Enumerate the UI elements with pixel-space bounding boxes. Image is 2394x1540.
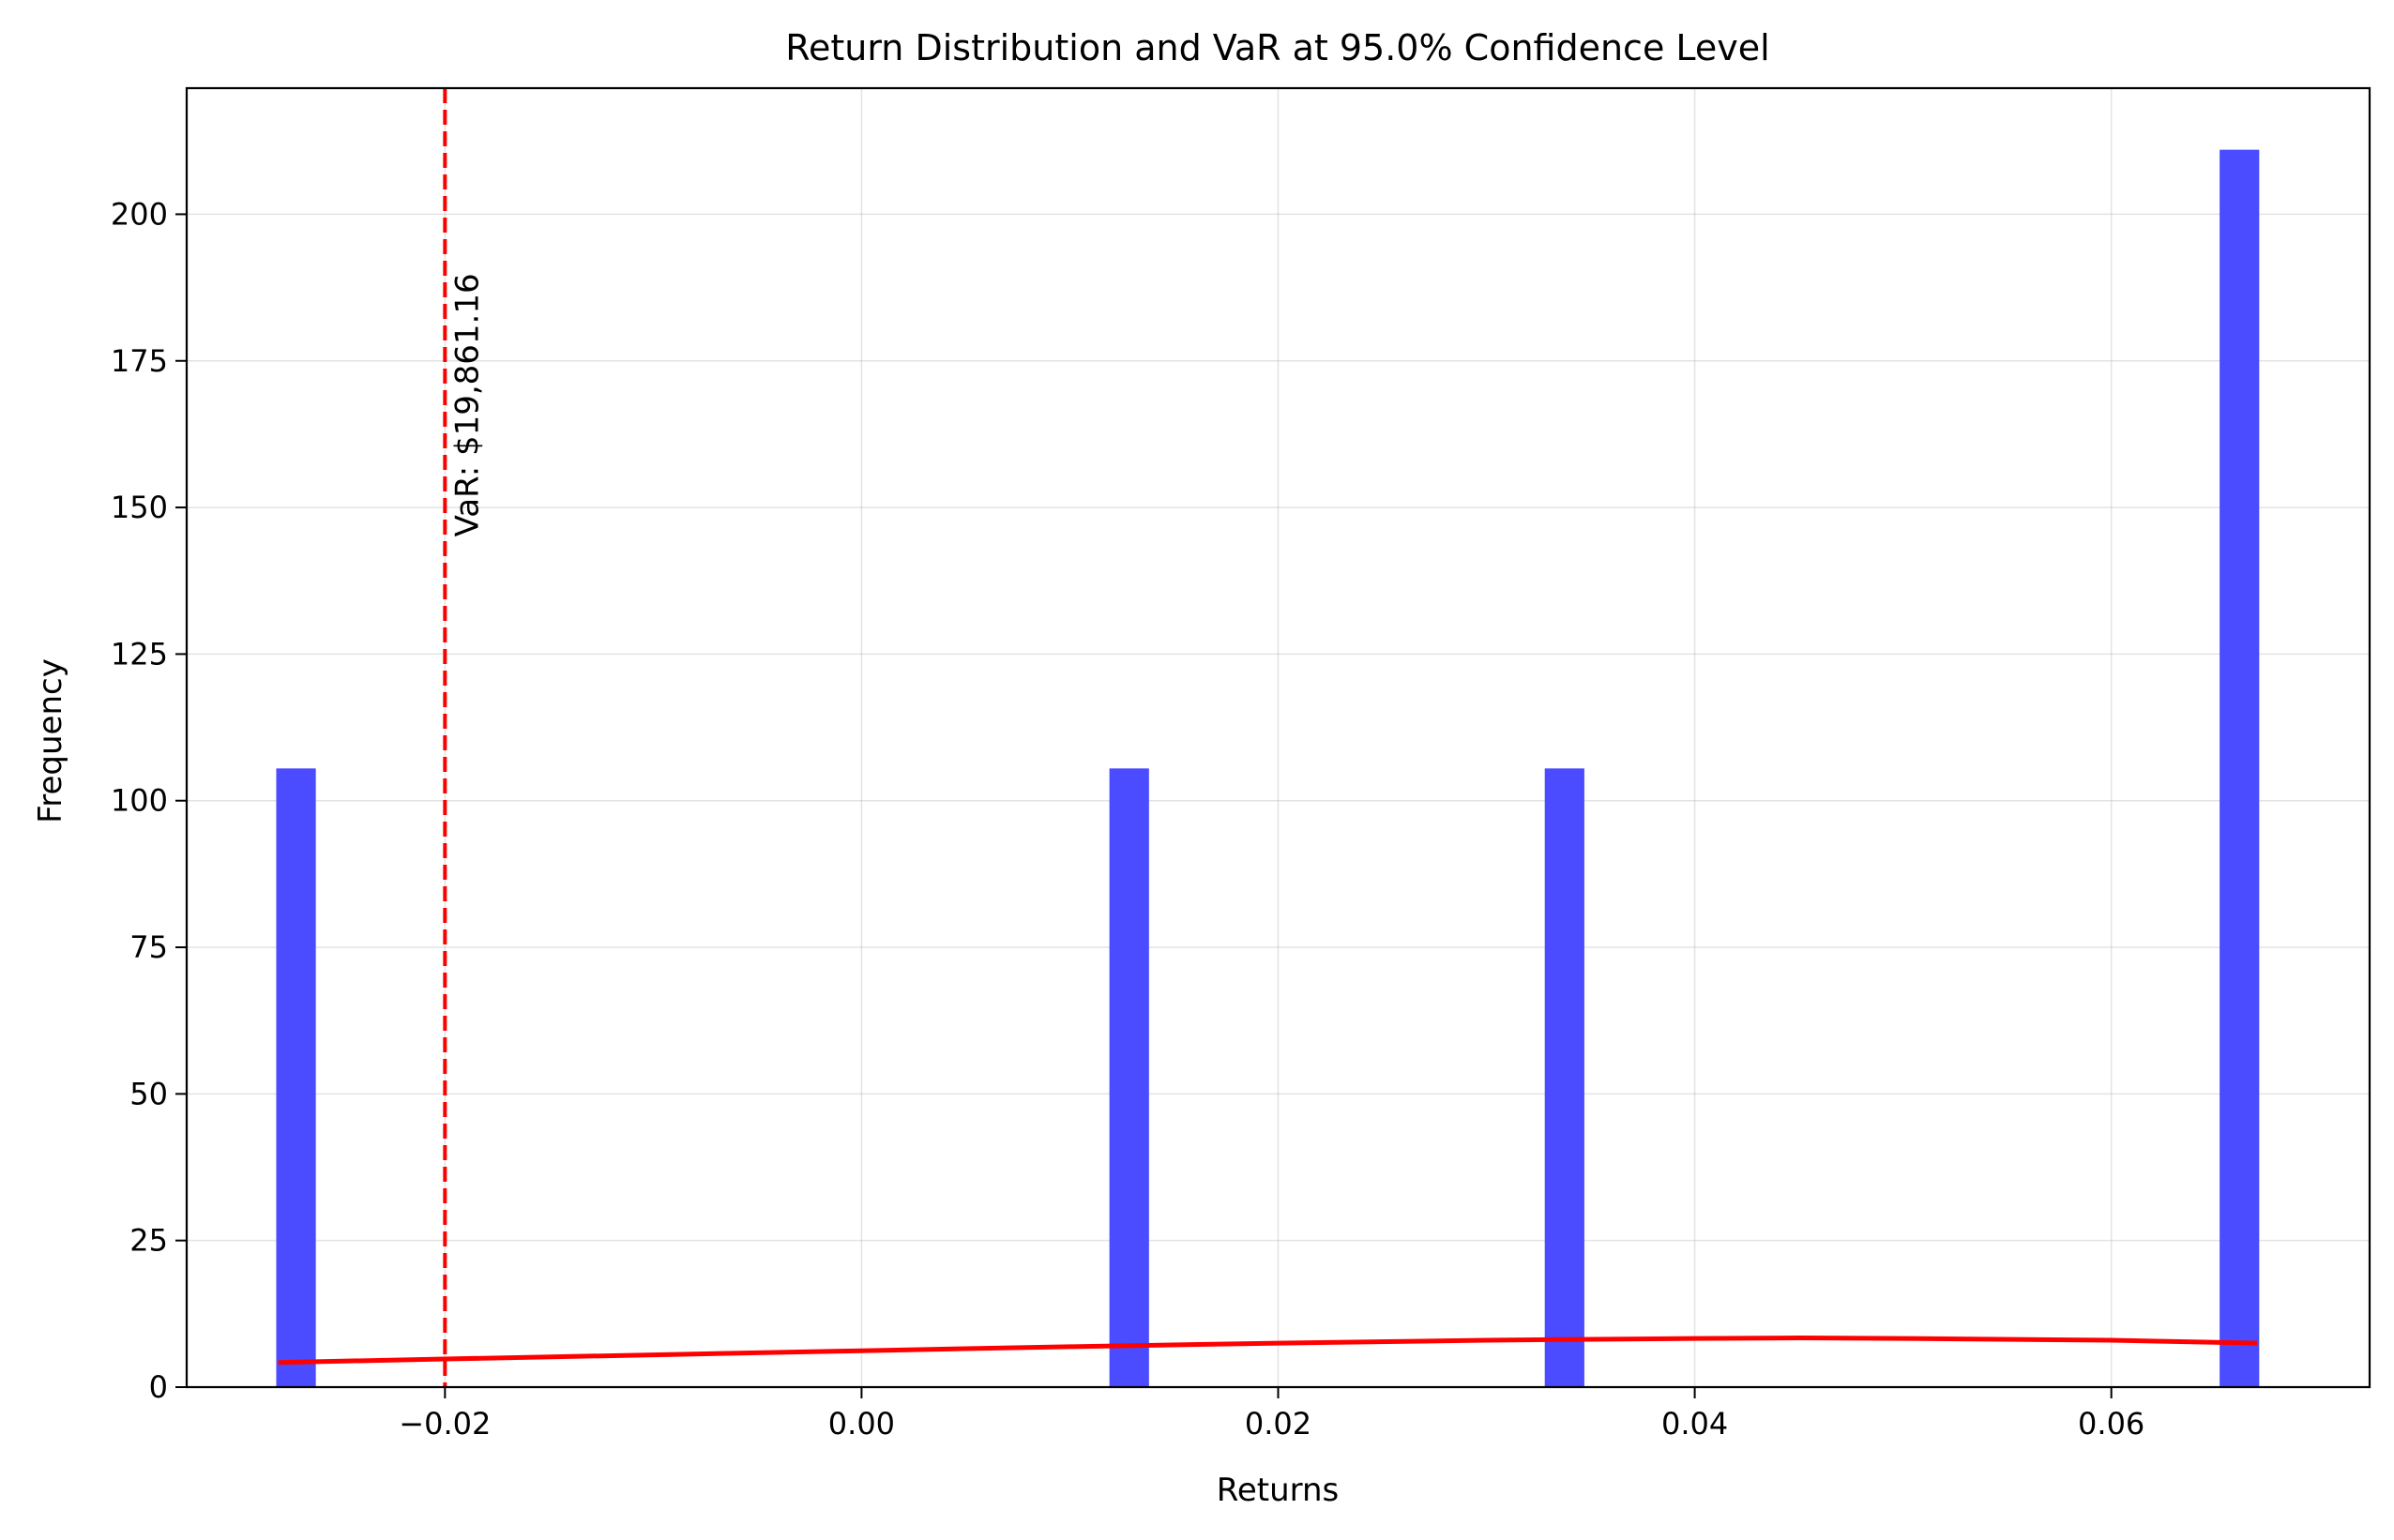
y-tick-label: 100 <box>111 783 168 819</box>
histogram-bar <box>1544 768 1584 1387</box>
x-tick-label: −0.02 <box>399 1406 491 1442</box>
axes-layer: −0.02 0.00 0.02 0.04 0.06 0 25 50 75 100 125 150 175… <box>111 196 2144 1442</box>
y-tick-label: 125 <box>111 636 168 672</box>
x-tick-label: 0.04 <box>1661 1406 1728 1442</box>
kde-curve <box>278 1336 2258 1366</box>
y-tick-label: 25 <box>129 1223 168 1259</box>
chart-title: Return Distribution and VaR at 95.0% Con… <box>785 27 1769 68</box>
x-tick-label: 0.00 <box>828 1406 895 1442</box>
x-axis-label: Returns <box>1217 1472 1340 1509</box>
y-tick-label: 75 <box>129 929 168 965</box>
kde-layer <box>278 1336 2258 1366</box>
bars-layer <box>276 149 2260 1387</box>
var-label: VaR: $19,861.16 <box>448 273 486 536</box>
histogram-bar <box>276 768 316 1387</box>
histogram-bar <box>1109 768 1149 1387</box>
var-layer: VaR: $19,861.16 <box>443 88 486 1387</box>
y-tick-label: 0 <box>149 1369 168 1405</box>
y-tick-label: 200 <box>111 196 168 232</box>
histogram-bar <box>2220 149 2260 1387</box>
x-tick-label: 0.06 <box>2078 1406 2144 1442</box>
y-axis-label: Frequency <box>32 658 69 823</box>
y-tick-label: 150 <box>111 490 168 525</box>
y-tick-label: 50 <box>129 1076 168 1111</box>
x-tick-label: 0.02 <box>1245 1406 1311 1442</box>
y-tick-label: 175 <box>111 343 168 379</box>
